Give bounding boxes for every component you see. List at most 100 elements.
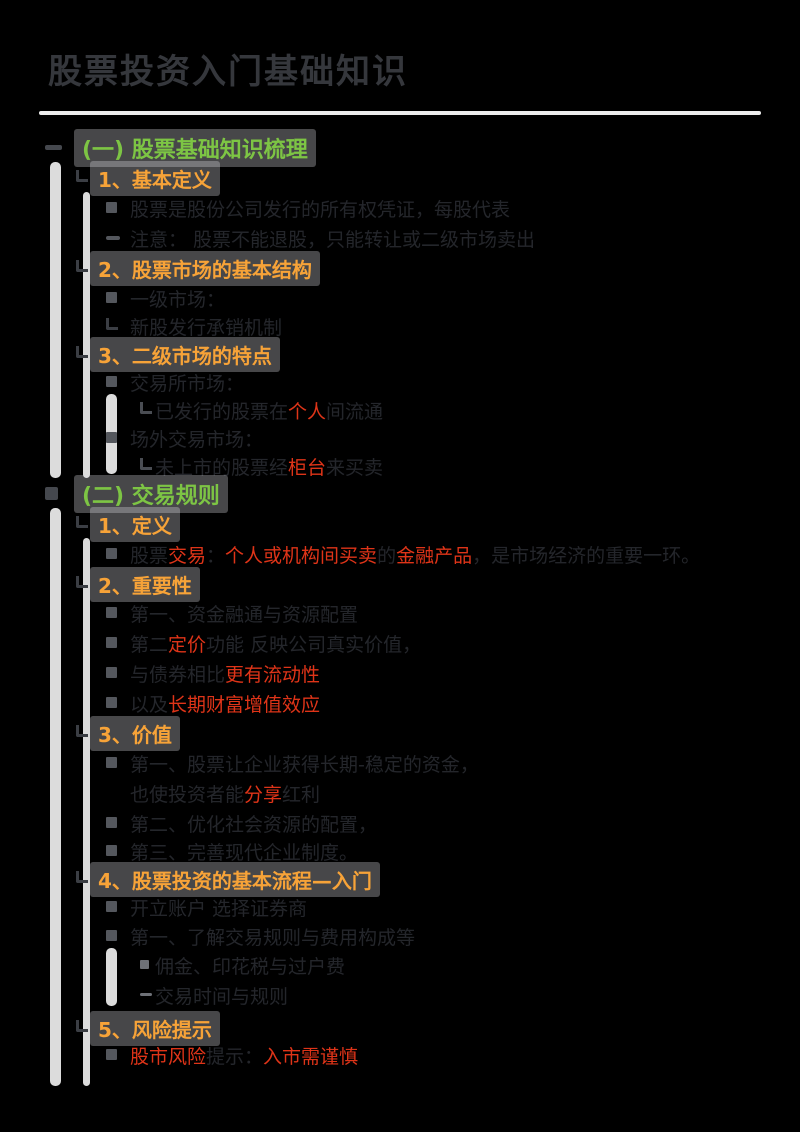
bullet-icon[interactable]	[106, 202, 117, 213]
outline-item[interactable]: 场外交易市场：	[130, 425, 263, 451]
text-segment: 第三、完善现代企业制度。	[130, 841, 359, 864]
elbow-bullet-icon[interactable]	[76, 516, 88, 528]
outline-item[interactable]: 交易所市场：	[130, 369, 244, 395]
bullet-icon[interactable]	[106, 757, 117, 768]
outline-item[interactable]: 1、基本定义	[90, 160, 220, 196]
outline-item[interactable]: 一级市场：	[130, 285, 225, 311]
bullet-icon[interactable]	[106, 236, 120, 240]
highlight-band: (二) 交易规则	[74, 475, 228, 513]
bullet-icon[interactable]	[106, 376, 117, 387]
text-segment: 第一、了解交易规则与费用构成等	[130, 926, 416, 949]
outline-item[interactable]: (一) 股票基础知识梳理	[74, 129, 316, 167]
bullet-icon[interactable]	[106, 1049, 117, 1060]
elbow-bullet-icon[interactable]	[140, 458, 152, 470]
elbow-bullet-icon[interactable]	[140, 402, 152, 414]
bullet-icon[interactable]	[106, 901, 117, 912]
text-segment: 注意： 股票不能退股，只能转让或二级市场卖出	[130, 228, 536, 251]
bullet-icon[interactable]	[106, 432, 117, 443]
outline-item[interactable]: 也使投资者能 分享 红利	[130, 780, 320, 806]
outline-item[interactable]: 交易时间与规则	[155, 982, 288, 1008]
elbow-bullet-icon[interactable]	[76, 1020, 88, 1032]
text-segment: 1、基本定义	[98, 167, 212, 192]
outline-item[interactable]: 2、重要性	[90, 566, 200, 602]
text-segment: 提示：	[206, 1045, 264, 1068]
text-segment: 交易	[168, 544, 207, 567]
text-segment: 2、股票市场的基本结构	[98, 257, 312, 282]
outline-item[interactable]: 5、风险提示	[90, 1010, 220, 1046]
bullet-icon[interactable]	[106, 548, 117, 559]
outline-item[interactable]: 新股发行承销机制	[130, 313, 282, 339]
elbow-bullet-icon[interactable]	[76, 260, 88, 272]
text-segment: 以及	[130, 693, 169, 716]
bullet-icon[interactable]	[106, 637, 117, 648]
bullet-icon[interactable]	[106, 817, 117, 828]
outline-item[interactable]: 第一、资金融通与资源配置	[130, 600, 358, 626]
indent-guide	[83, 192, 90, 478]
text-segment: 场外交易市场：	[130, 428, 264, 451]
text-segment: 第一、股票让企业获得长期-稳定的资金，	[130, 753, 479, 776]
outline-item[interactable]: 股市风险 提示： 入市需谨慎	[130, 1042, 358, 1068]
text-segment: 一级市场：	[130, 288, 226, 311]
bullet-icon[interactable]	[106, 607, 117, 618]
text-segment: (一) 股票基础知识梳理	[82, 138, 308, 163]
outline-item[interactable]: 未上市的股票经 柜台 来买卖	[155, 453, 383, 479]
highlight-band: 1、基本定义	[90, 160, 220, 196]
outline-item[interactable]: 与债券相比 更有流动性	[130, 660, 320, 686]
bullet-icon[interactable]	[106, 292, 117, 303]
outline-item[interactable]: 第一、股票让企业获得长期-稳定的资金，	[130, 750, 479, 776]
indent-guide	[83, 538, 90, 1086]
text-segment: 红利	[282, 783, 321, 806]
highlight-band: 2、股票市场的基本结构	[90, 250, 320, 286]
outline-item[interactable]: 已发行的股票在 个人 间流通	[155, 397, 383, 423]
outline-item[interactable]: 注意： 股票不能退股，只能转让或二级市场卖出	[130, 225, 535, 251]
text-segment: 与债券相比	[130, 663, 226, 686]
elbow-bullet-icon[interactable]	[106, 318, 118, 330]
text-segment: 未上市的股票经	[155, 456, 289, 479]
bullet-icon[interactable]	[106, 697, 117, 708]
bullet-icon[interactable]	[140, 960, 149, 969]
outline-item[interactable]: (二) 交易规则	[74, 475, 228, 513]
outline-item[interactable]: 1、定义	[90, 506, 180, 542]
outline-item[interactable]: 开立账户 选择证券商	[130, 894, 307, 920]
text-segment: 的	[377, 544, 397, 567]
outline-item[interactable]: 以及 长期财富增值效应	[130, 690, 320, 716]
text-segment: 个人或机构间买卖	[225, 544, 378, 567]
outline-item[interactable]: 第二 定价 功能 反映公司真实价值，	[130, 630, 421, 656]
outline-item[interactable]: 第二、优化社会资源的配置，	[130, 810, 377, 836]
elbow-bullet-icon[interactable]	[76, 725, 88, 737]
text-segment: 也使投资者能	[130, 783, 245, 806]
elbow-bullet-icon[interactable]	[76, 346, 88, 358]
indent-guide	[50, 162, 61, 478]
highlight-band: 4、股票投资的基本流程—入门	[90, 861, 380, 897]
bullet-icon[interactable]	[106, 845, 117, 856]
text-segment: 长期财富增值效应	[168, 693, 321, 716]
outline-item[interactable]: 股票 交易：个人或机构间买卖的金融产品 ，是市场经济的重要一环。	[130, 541, 700, 567]
outline-item[interactable]: 佣金、印花税与过户费	[155, 952, 345, 978]
outline-item[interactable]: 3、价值	[90, 715, 180, 751]
outline-item[interactable]: 股票是股份公司发行的所有权凭证，每股代表	[130, 195, 510, 221]
outline-item[interactable]: 3、二级市场的特点	[90, 336, 280, 372]
text-segment: 功能	[206, 633, 245, 656]
bullet-icon[interactable]	[140, 993, 152, 996]
outline-item[interactable]: 第一、了解交易规则与费用构成等	[130, 923, 415, 949]
outline-item[interactable]: 2、股票市场的基本结构	[90, 250, 320, 286]
outline-item[interactable]: 第三、完善现代企业制度。	[130, 838, 358, 864]
elbow-bullet-icon[interactable]	[76, 576, 88, 588]
bullet-icon[interactable]	[106, 930, 117, 941]
text-segment: 第二	[130, 633, 169, 656]
text-segment: 佣金、印花税与过户费	[155, 955, 346, 978]
divider	[39, 111, 761, 115]
elbow-bullet-icon[interactable]	[76, 871, 88, 883]
collapse-icon[interactable]	[45, 145, 62, 150]
text-segment: 新股发行承销机制	[130, 316, 283, 339]
text-segment: 4、股票投资的基本流程—入门	[98, 868, 372, 893]
text-segment: 3、价值	[98, 722, 172, 747]
text-segment: 股市风险	[130, 1045, 207, 1068]
collapse-icon[interactable]	[45, 487, 58, 500]
text-segment: 分享	[244, 783, 283, 806]
outline-item[interactable]: 4、股票投资的基本流程—入门	[90, 861, 380, 897]
highlight-band: 2、重要性	[90, 566, 200, 602]
bullet-icon[interactable]	[106, 667, 117, 678]
elbow-bullet-icon[interactable]	[76, 170, 88, 182]
highlight-band: 5、风险提示	[90, 1010, 220, 1046]
